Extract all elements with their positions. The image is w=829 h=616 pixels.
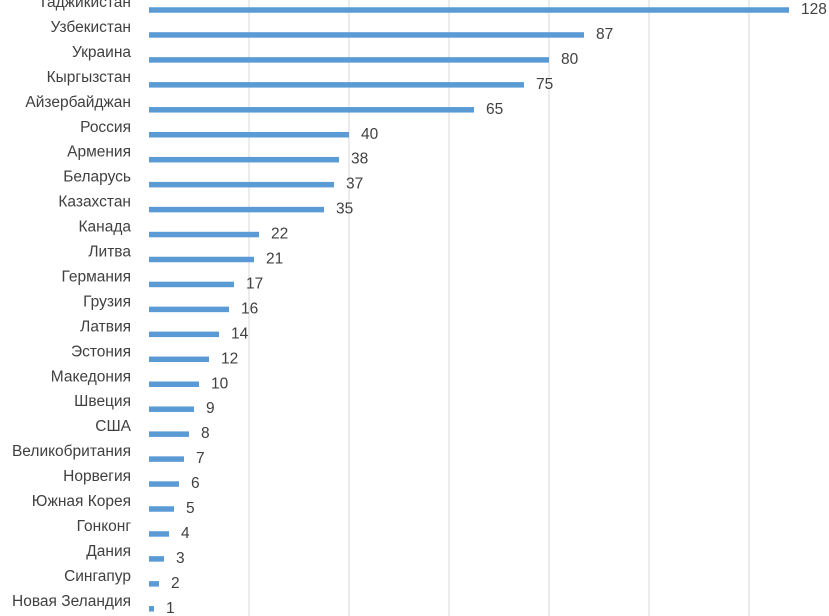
category-label: Гонконг	[77, 518, 132, 535]
value-label: 8	[201, 425, 210, 442]
bar	[149, 181, 334, 188]
category-label: США	[95, 418, 131, 435]
bar	[149, 506, 174, 512]
category-label: Армения	[67, 144, 131, 161]
value-label: 128	[801, 1, 827, 18]
bar	[149, 281, 234, 288]
bar	[149, 156, 339, 163]
bar	[149, 381, 199, 387]
bar	[149, 581, 159, 587]
category-label: Швеция	[74, 393, 131, 410]
value-labels: 1288780756540383735222117161412109876543…	[166, 1, 827, 616]
bar	[149, 7, 789, 13]
category-label: Великобритания	[12, 443, 131, 460]
category-label: Норвегия	[63, 468, 131, 485]
value-label: 35	[336, 201, 353, 218]
category-label: Македония	[51, 368, 131, 385]
bar	[149, 132, 349, 138]
category-labels: Таджикистан Узбекистан Украина Кыргызстан Ай…	[12, 0, 132, 610]
bar	[149, 256, 254, 263]
value-label: 5	[186, 500, 195, 517]
category-label: Литва	[88, 244, 131, 261]
value-label: 38	[351, 151, 368, 168]
category-label: Южная Корея	[32, 493, 131, 510]
value-label: 75	[536, 76, 553, 93]
value-label: 14	[231, 325, 249, 342]
category-label: Украина	[72, 44, 131, 61]
bar	[149, 231, 259, 238]
category-label: Айзербайджан	[25, 94, 131, 111]
bar	[149, 606, 154, 612]
value-label: 2	[171, 575, 180, 592]
category-label: Сингапур	[64, 568, 131, 585]
bar	[149, 531, 169, 537]
category-label: Беларусь	[63, 169, 131, 186]
value-label: 21	[266, 251, 283, 268]
value-label: 12	[221, 350, 238, 367]
value-label: 37	[346, 176, 363, 193]
category-label: Таджикистан	[38, 0, 131, 11]
value-label: 4	[181, 525, 190, 542]
bar	[149, 306, 229, 313]
bar	[149, 32, 584, 38]
value-label: 7	[196, 450, 205, 467]
gridlines	[248, 0, 750, 616]
bars	[149, 7, 789, 612]
bar	[149, 206, 324, 213]
value-label: 6	[191, 475, 200, 492]
value-label: 16	[241, 300, 258, 317]
value-label: 80	[561, 51, 579, 68]
bar	[149, 331, 219, 338]
bar	[149, 431, 189, 437]
category-label: Грузия	[83, 293, 131, 310]
bar	[149, 406, 194, 412]
value-label: 22	[271, 226, 288, 243]
bar	[149, 556, 164, 562]
bar	[149, 82, 524, 88]
value-label: 1	[166, 600, 175, 616]
category-label: Германия	[62, 268, 132, 285]
value-label: 40	[361, 126, 379, 143]
category-label: Дания	[86, 543, 131, 560]
value-label: 17	[246, 275, 263, 292]
category-label: Узбекистан	[50, 19, 131, 36]
bar	[149, 356, 209, 363]
category-label: Казахстан	[58, 194, 131, 211]
bar	[149, 456, 184, 462]
category-label: Канада	[79, 219, 132, 236]
value-label: 65	[486, 101, 503, 118]
value-label: 9	[206, 400, 215, 417]
category-label: Кыргызстан	[47, 69, 131, 86]
bar	[149, 481, 179, 487]
value-label: 87	[596, 26, 613, 43]
category-label: Латвия	[80, 318, 131, 335]
bar	[149, 57, 549, 63]
bar	[149, 107, 474, 113]
value-label: 10	[211, 375, 229, 392]
category-label: Новая Зеландия	[12, 593, 131, 610]
value-label: 3	[176, 550, 185, 567]
category-label: Эстония	[71, 343, 131, 360]
category-label: Россия	[80, 119, 131, 136]
